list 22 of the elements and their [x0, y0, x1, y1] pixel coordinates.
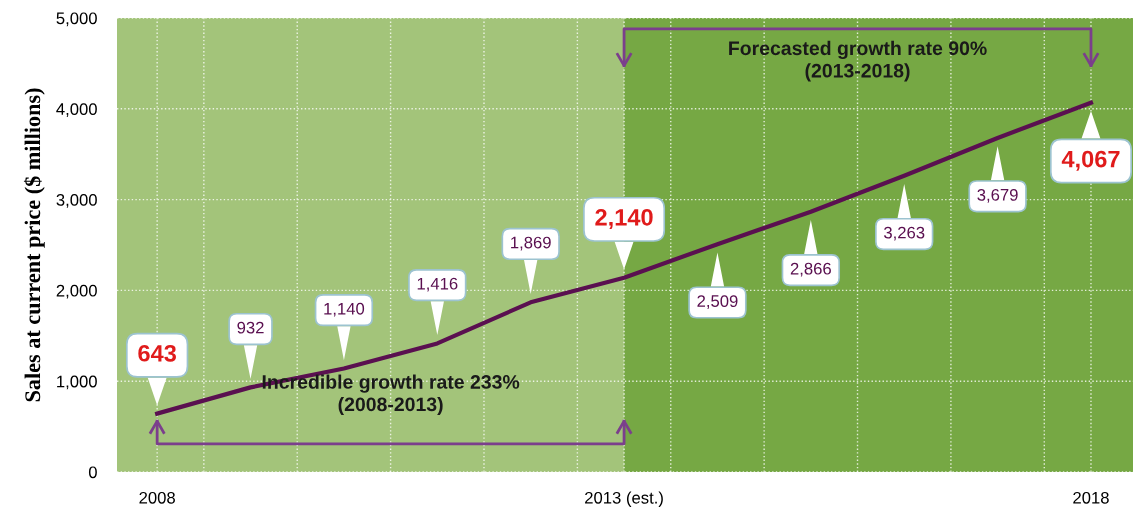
x-tick-label: 2008 — [139, 491, 175, 504]
y-tick-label: 5,000 — [56, 12, 97, 27]
y-tick-label: 2,000 — [56, 284, 97, 299]
data-label: 2,866 — [790, 262, 831, 277]
y-tick-label: 4,000 — [56, 103, 97, 117]
annotation: Forecasted growth rate 90% (2013-2018) — [729, 40, 987, 82]
data-label: 4,067 — [1061, 150, 1120, 171]
data-label: 1,416 — [417, 277, 458, 292]
data-label: 1,140 — [324, 302, 365, 317]
data-label: 932 — [237, 321, 264, 334]
data-label: 2,140 — [595, 208, 653, 230]
data-label: 3,263 — [884, 226, 925, 241]
x-tick-label: 2018 — [1073, 491, 1109, 504]
y-axis-title: Sales at current price ($ millions) — [23, 88, 45, 402]
y-tick-label: 3,000 — [56, 194, 97, 208]
x-tick-label: 2013 (est.) — [585, 491, 663, 507]
y-tick-label: 1,000 — [57, 375, 97, 390]
data-label: 3,679 — [977, 188, 1018, 203]
y-tick-label: 0 — [88, 466, 97, 479]
data-label: 2,509 — [697, 295, 738, 309]
data-label: 1,869 — [511, 236, 551, 251]
data-label: 643 — [138, 344, 176, 362]
